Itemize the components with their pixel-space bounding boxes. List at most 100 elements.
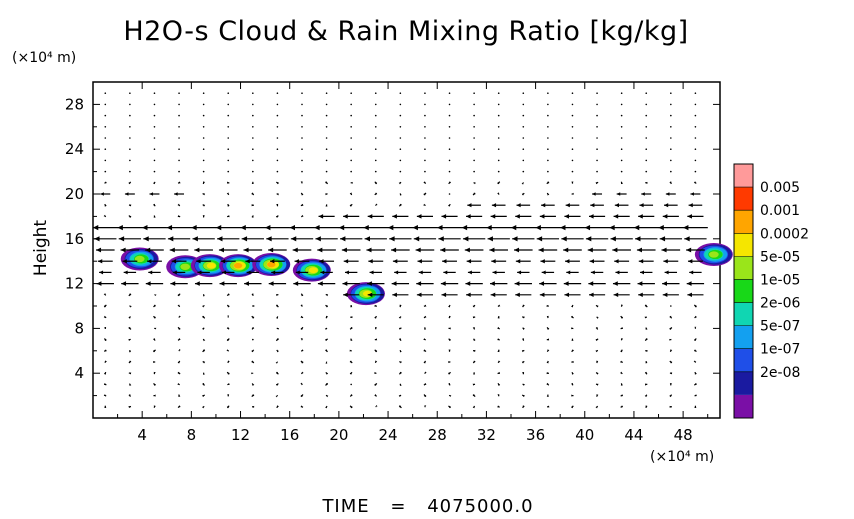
wind-arrowhead	[588, 292, 594, 298]
wind-dot	[596, 170, 598, 173]
wind-arrowhead	[276, 182, 279, 185]
wind-dot	[104, 92, 107, 94]
wind-arrowhead	[497, 405, 500, 408]
wind-dot	[448, 114, 451, 117]
wind-arrowhead	[275, 383, 279, 386]
wind-arrowhead	[227, 394, 230, 397]
wind-arrowhead	[418, 270, 423, 275]
wind-arrowhead	[275, 361, 278, 364]
wind-dot	[522, 103, 525, 106]
x-tick-label: 16	[280, 426, 299, 444]
wind-arrowhead	[461, 224, 468, 231]
wind-arrowhead	[276, 316, 278, 319]
wind-arrowhead	[515, 292, 520, 298]
wind-arrowhead	[614, 259, 619, 264]
wind-arrowhead	[177, 382, 180, 385]
colorbar-label: 5e-07	[760, 319, 800, 335]
wind-dot	[694, 114, 697, 117]
wind-dot	[547, 137, 549, 139]
wind-dot	[202, 137, 205, 139]
wind-arrowhead	[227, 360, 230, 363]
wind-dot	[424, 159, 426, 162]
wind-arrowhead	[170, 281, 176, 286]
wind-arrowhead	[153, 371, 156, 375]
wind-arrowhead	[178, 327, 181, 330]
wind-arrowhead	[516, 203, 521, 208]
wind-arrowhead	[610, 236, 616, 242]
wind-arrowhead	[350, 316, 353, 319]
wind-dot	[571, 159, 574, 162]
wind-dot	[694, 92, 697, 94]
wind-arrowhead	[588, 214, 594, 219]
wind-arrowhead	[448, 204, 451, 207]
wind-dot	[129, 103, 131, 106]
wind-arrowhead	[350, 394, 353, 397]
wind-arrowhead	[394, 270, 399, 275]
wind-dot	[645, 114, 648, 117]
wind-arrowhead	[104, 405, 107, 408]
wind-dot	[694, 148, 697, 150]
wind-arrowhead	[612, 281, 618, 286]
wind-arrowhead	[424, 394, 427, 397]
wind-dot	[104, 170, 107, 173]
wind-dot	[670, 148, 672, 150]
wind-arrowhead	[96, 281, 102, 286]
wind-arrowhead	[300, 394, 304, 397]
wind-arrowhead	[350, 181, 353, 184]
wind-arrowhead	[276, 327, 280, 330]
wind-arrowhead	[178, 315, 181, 318]
x-tick-label: 20	[329, 426, 348, 444]
colorbar: 0.005 0.001 0.0002 5e-05 1e-05 2e-06 5e-07 1e-0…	[733, 163, 809, 419]
wind-dot	[670, 92, 672, 94]
wind-arrowhead	[491, 259, 496, 264]
wind-dot	[129, 126, 131, 128]
wind-arrowhead	[521, 350, 525, 353]
cloud-contour	[308, 267, 318, 274]
wind-arrowhead	[620, 316, 624, 319]
wind-arrowhead	[152, 338, 156, 341]
wind-arrowhead	[153, 383, 156, 386]
x-unit-label: (×10⁴ m)	[650, 449, 714, 465]
wind-arrowhead	[448, 349, 451, 352]
wind-arrowhead	[276, 350, 279, 353]
wind-arrowhead	[245, 259, 250, 264]
wind-arrowhead	[167, 236, 174, 242]
wind-dot	[178, 170, 180, 173]
wind-arrowhead	[202, 395, 205, 398]
wind-arrowhead	[367, 281, 372, 286]
wind-arrowhead	[202, 406, 205, 409]
wind-dot	[129, 114, 131, 117]
wind-arrowhead	[129, 305, 132, 308]
wind-dot	[227, 137, 230, 139]
wind-arrowhead	[301, 371, 304, 374]
y-unit-label: (×10⁴ m)	[12, 50, 76, 66]
wind-arrowhead	[374, 316, 377, 319]
time-value: 4075000.0	[427, 496, 533, 517]
wind-arrowhead	[563, 247, 569, 253]
wind-dot	[497, 170, 500, 173]
wind-arrowhead	[145, 247, 151, 253]
wind-arrowhead	[128, 406, 131, 409]
wind-dot	[497, 92, 500, 94]
wind-arrowhead	[128, 327, 131, 330]
wind-dot	[670, 159, 672, 162]
wind-arrowhead	[149, 192, 154, 196]
wind-dot	[252, 338, 254, 341]
wind-dot	[424, 114, 426, 117]
wind-arrowhead	[292, 247, 298, 253]
wind-arrowhead	[194, 247, 200, 253]
wind-dot	[571, 148, 574, 150]
colorbar-swatch	[734, 348, 753, 372]
colorbar-swatch	[734, 302, 753, 326]
wind-dot	[596, 159, 598, 162]
x-tick-label: 36	[526, 426, 545, 444]
wind-arrowhead	[326, 395, 329, 398]
wind-arrowhead	[473, 360, 476, 364]
wind-arrowhead	[392, 292, 397, 298]
wind-arrowhead	[122, 259, 127, 264]
wind-arrowhead	[152, 181, 156, 185]
wind-dot	[448, 193, 451, 195]
wind-arrowhead	[566, 270, 571, 275]
wind-dot	[448, 137, 451, 139]
wind-arrowhead	[275, 215, 279, 218]
